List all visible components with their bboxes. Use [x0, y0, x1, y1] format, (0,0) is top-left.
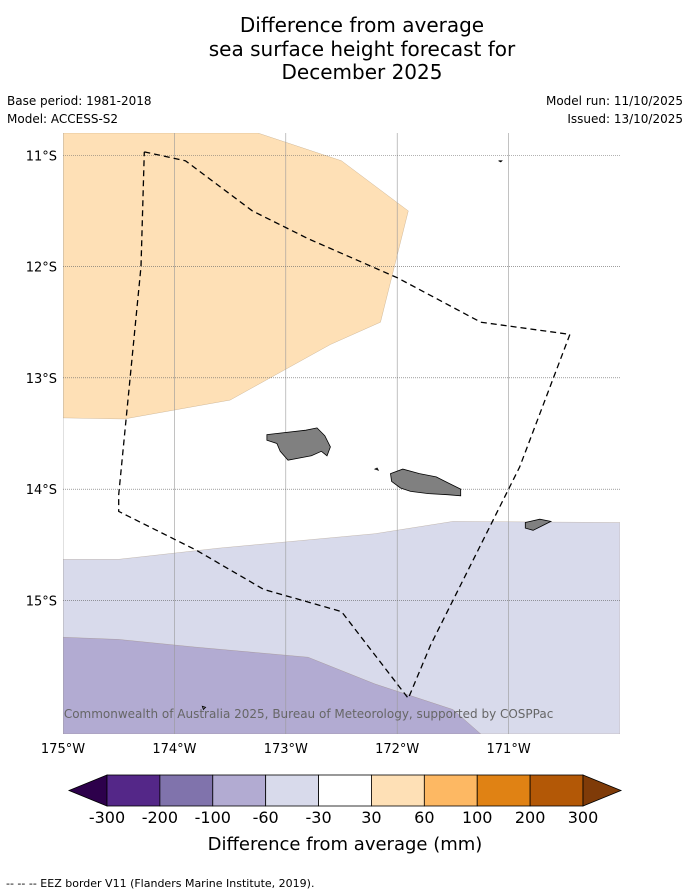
issued-date: Issued: 13/10/2025	[567, 112, 683, 126]
island-0	[266, 427, 331, 461]
anomaly-region-2	[63, 636, 482, 734]
colorbar-tick-1: -200	[142, 808, 178, 827]
colorbar-bin-6	[371, 774, 425, 807]
colorbar-tick-5: 30	[361, 808, 381, 827]
colorbar-bin-1	[106, 774, 161, 807]
map-axes: 11°S 12°S 13°S 14°S 15°S 175°W 174°W 173°W 172°W…	[26, 149, 531, 757]
colorbar-bin-8	[476, 774, 531, 807]
island-4	[498, 160, 503, 163]
island-5	[201, 705, 207, 711]
y-tick-label-1: 12°S	[26, 261, 57, 276]
meta-left: Base period: 1981-2018 Model: ACCESS-S2	[7, 94, 152, 130]
x-tick-label-2: 173°W	[264, 742, 308, 757]
colorbar-bin-5	[318, 774, 372, 807]
colorbar: -300 -200 -100 -60 -30 30 60 100 200 300 Differenc…	[67, 774, 623, 855]
model-name: Model: ACCESS-S2	[7, 112, 119, 126]
colorbar-bin-2	[159, 774, 214, 807]
chart-title: Difference from average sea surface heig…	[0, 13, 690, 85]
copyright-text: © Commonwealth of Australia 2025, Bureau…	[48, 707, 553, 721]
base-period: Base period: 1981-2018	[7, 94, 152, 108]
title-line-2: sea surface height forecast for	[208, 36, 516, 61]
colorbar-label: Difference from average (mm)	[208, 834, 483, 855]
y-tick-label-4: 15°S	[26, 594, 57, 609]
x-tick-label-0: 175°W	[41, 742, 85, 757]
island-1	[390, 468, 462, 497]
island-2	[524, 518, 553, 531]
meta-right: Model run: 11/10/2025 Issued: 13/10/2025	[546, 94, 683, 130]
map-plot-area: © Commonwealth of Australia 2025, Bureau…	[48, 133, 620, 734]
colorbar-tick-8: 200	[515, 808, 546, 827]
title-line-3: December 2025	[281, 60, 443, 84]
colorbar-bin-9	[529, 774, 584, 807]
colorbar-tick-3: -60	[253, 808, 279, 827]
x-tick-label-3: 172°W	[375, 742, 419, 757]
colorbar-tick-7: 100	[462, 808, 493, 827]
colorbar-min-extend	[67, 774, 108, 807]
y-tick-label-0: 11°S	[26, 149, 57, 164]
colorbar-bin-4	[265, 774, 319, 807]
y-tick-label-2: 13°S	[26, 372, 57, 387]
island-3	[373, 467, 380, 471]
x-tick-label-1: 174°W	[152, 742, 196, 757]
model-run: Model run: 11/10/2025	[545, 94, 683, 108]
x-tick-label-4: 171°W	[487, 742, 531, 757]
colorbar-bin-3	[212, 774, 267, 807]
anomaly-region-0	[63, 133, 409, 420]
colorbar-tick-6: 60	[414, 808, 434, 827]
eez-footnote: -- -- -- EEZ border V11 (Flanders Marine…	[6, 877, 315, 890]
title-line-1: Difference from average	[239, 13, 485, 37]
colorbar-tick-9: 300	[568, 808, 599, 827]
colorbar-max-extend	[582, 774, 623, 807]
colorbar-tick-0: -300	[89, 808, 125, 827]
colorbar-tick-4: -30	[305, 808, 331, 827]
y-tick-label-3: 14°S	[26, 483, 57, 498]
colorbar-bin-7	[423, 774, 478, 807]
colorbar-tick-2: -100	[195, 808, 231, 827]
